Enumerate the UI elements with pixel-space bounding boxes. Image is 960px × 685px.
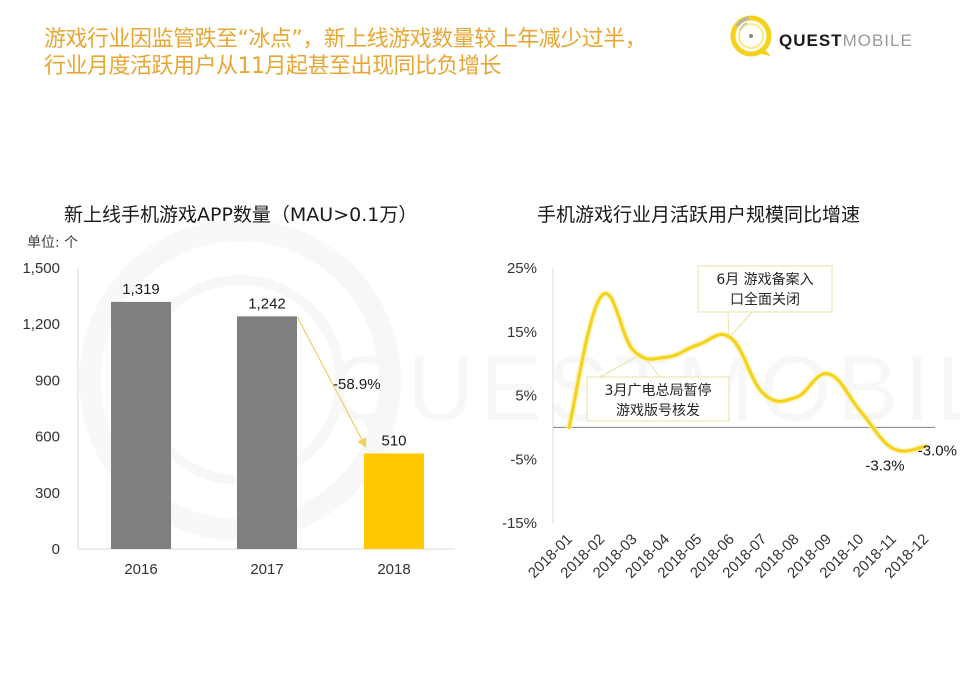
bar-chart: 0 300 600 900 1,200 1,500 1,319 2016 1,242 2017 51… — [22, 260, 455, 578]
line-value-label: -3.0% — [918, 443, 957, 460]
bar-x-tick-label: 2016 — [124, 561, 157, 578]
annotation-box — [586, 376, 730, 422]
decline-percentage-label: -58.9% — [333, 376, 381, 393]
headline-line-2: 行业月度活跃用户从11月起甚至出现同比负增长 — [44, 54, 502, 79]
decline-arrow — [296, 316, 367, 448]
bar-chart-title: 新上线手机游戏APP数量（MAU>0.1万） — [64, 204, 418, 226]
line-y-tick-label: 25% — [507, 260, 537, 277]
bar-value-label: 1,242 — [248, 295, 286, 312]
bar-y-tick-label: 1,200 — [22, 316, 60, 333]
line-y-tick-label: 5% — [515, 388, 537, 405]
line-chart-title: 手机游戏行业月活跃用户规模同比增速 — [537, 204, 861, 226]
bar-x-tick-label: 2017 — [250, 561, 283, 578]
annotation-text: 口全面关闭 — [730, 291, 800, 308]
logo-wordmark: QUESTMOBILE — [779, 31, 913, 51]
line-series — [567, 292, 927, 453]
bar-2018 — [364, 453, 424, 549]
bar-y-tick-label: 900 — [35, 372, 60, 389]
annotation-text: 游戏版号核发 — [616, 403, 700, 419]
bar-x-tick-label: 2018 — [377, 561, 410, 578]
annotation-box — [697, 265, 833, 313]
line-value-label: -3.3% — [865, 457, 904, 474]
bar-y-tick-label: 1,500 — [22, 260, 60, 277]
line-y-tick-label: -5% — [510, 451, 537, 468]
headline: 游戏行业因监管跌至“冰点”，新上线游戏数量较上年减少过半， 行业月度活跃用户从1… — [44, 26, 724, 80]
bar-y-tick-label: 600 — [35, 429, 60, 446]
line-y-tick-label: 15% — [507, 324, 537, 341]
quest-mobile-logo: QUESTMOBILE — [727, 12, 927, 62]
quest-mobile-logo-icon — [730, 15, 772, 57]
bar-value-label: 1,319 — [122, 281, 160, 298]
logo-text-light: MOBILE — [842, 31, 913, 50]
decline-arrow-head — [357, 437, 367, 448]
line-y-tick-label: -15% — [502, 515, 537, 532]
annotation-leader-line — [727, 311, 753, 340]
headline-line-1: 游戏行业因监管跌至“冰点”，新上线游戏数量较上年减少过半， — [44, 27, 647, 52]
bar-2016 — [111, 301, 171, 549]
bar-value-label: 510 — [381, 432, 406, 449]
bar-y-tick-label: 0 — [52, 541, 60, 558]
bar-2017 — [237, 316, 297, 549]
annotation-text: 6月 游戏备案入 — [716, 271, 813, 288]
bar-chart-unit-label: 单位: 个 — [27, 235, 79, 251]
bar-y-tick-label: 300 — [35, 485, 60, 502]
logo-text-bold: QUEST — [779, 31, 843, 50]
annotation-text: 3月广电总局暂停 — [605, 382, 712, 399]
